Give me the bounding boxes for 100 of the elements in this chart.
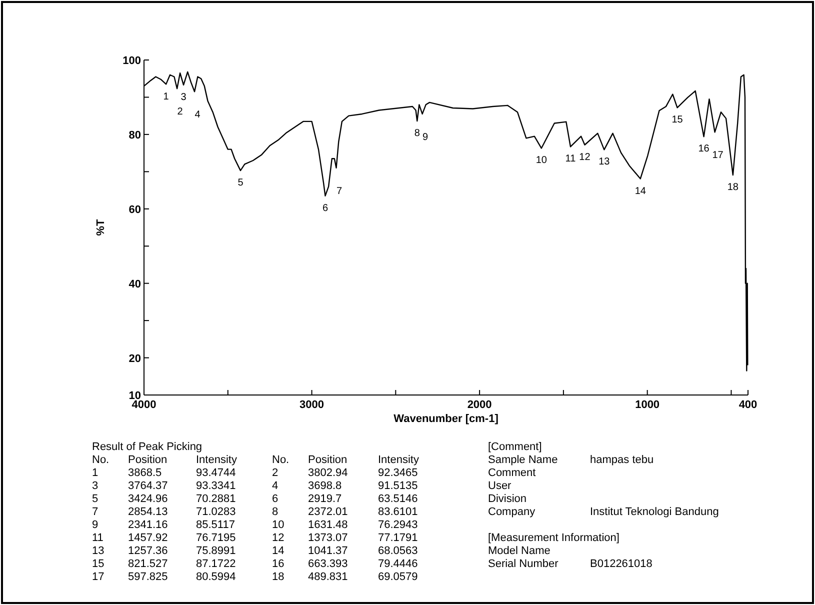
text: Sample Name: [488, 454, 558, 466]
text: 2372.01: [308, 506, 348, 518]
x-tick-label: 4000: [132, 399, 156, 411]
text: 79.4446: [378, 558, 418, 570]
text: 76.7195: [196, 532, 236, 544]
text: 14: [272, 545, 284, 557]
text: Serial Number: [488, 558, 559, 570]
text: 5: [92, 493, 98, 505]
text: 8: [272, 506, 278, 518]
text: 2: [272, 467, 278, 479]
text: 3868.5: [128, 467, 162, 479]
text: 9: [92, 519, 98, 531]
text: Result of Peak Picking: [92, 441, 202, 453]
x-axis-title: Wavenumber [cm-1]: [394, 413, 499, 425]
text: 1631.48: [308, 519, 348, 531]
text: 91.5135: [378, 480, 418, 492]
text: 63.5146: [378, 493, 418, 505]
text: 85.5117: [196, 519, 235, 531]
text: 2919.7: [308, 493, 342, 505]
text: 77.1791: [378, 532, 418, 544]
text: Comment: [488, 467, 536, 479]
text: 76.2943: [378, 519, 418, 531]
x-tick-label: 1000: [635, 399, 660, 411]
text: 92.3465: [378, 467, 418, 479]
text: 17: [92, 571, 104, 583]
annotation: 5: [238, 178, 244, 189]
text: 93.4744: [196, 467, 236, 479]
text: Model Name: [488, 545, 550, 557]
text: No.: [272, 454, 290, 466]
text: 3802.94: [308, 467, 348, 479]
annotation: 7: [336, 186, 342, 197]
annotation: 17: [712, 150, 724, 162]
text: 80.5994: [196, 571, 236, 583]
text: 4: [272, 480, 278, 492]
x-tick-label: 2000: [467, 399, 492, 411]
text: 83.6101: [378, 506, 418, 518]
annotation: 6: [322, 202, 328, 214]
text: Company: [488, 506, 536, 518]
text: 87.1722: [196, 558, 236, 570]
annotation: 3: [180, 92, 187, 103]
text: 489.831: [308, 571, 348, 583]
text: 821.527: [128, 558, 168, 570]
text: User: [488, 480, 512, 492]
x-tick-label: 400: [738, 399, 758, 411]
text: 69.0579: [378, 571, 418, 583]
text: [Measurement Information]: [488, 532, 620, 544]
text: Intensity: [378, 454, 419, 466]
text: 75.8991: [196, 545, 236, 557]
annotation: 15: [672, 114, 684, 126]
text: 71.0283: [196, 506, 236, 518]
annotation: 2: [177, 106, 184, 118]
text: 12: [272, 532, 284, 544]
annotation: 8: [414, 128, 420, 140]
text: 2854.13: [128, 506, 168, 518]
annotation: 13: [598, 156, 610, 168]
text: Institut Teknologi Bandung: [590, 506, 719, 518]
text: 3764.37: [128, 480, 168, 492]
annotation: 4: [194, 110, 201, 121]
x-tick-label: 3000: [300, 399, 324, 411]
text: 1257.36: [128, 545, 168, 557]
annotation: 9: [422, 132, 429, 143]
annotation: 10: [536, 155, 548, 166]
text: 16: [272, 558, 284, 570]
text: 6: [272, 493, 278, 505]
y-tick-label: 40: [128, 278, 141, 290]
annotation: 14: [634, 186, 646, 197]
y-tick-label: 20: [128, 352, 141, 365]
annotation: 12: [579, 152, 591, 163]
text: 1373.07: [308, 532, 348, 544]
y-tick-label: 100: [122, 55, 141, 67]
text: 10: [272, 519, 284, 531]
text: 7: [92, 506, 98, 518]
annotation: 11: [565, 154, 576, 165]
annotation: 1: [163, 91, 170, 102]
y-tick-label: 80: [128, 129, 141, 142]
text: [Comment]: [488, 441, 542, 453]
text: Intensity: [196, 454, 238, 466]
text: 68.0563: [378, 545, 418, 557]
text: 11: [92, 532, 104, 544]
text: Position: [128, 454, 168, 466]
text: 93.3341: [196, 480, 236, 492]
text: 1041.37: [308, 545, 348, 557]
y-axis-title: %T: [95, 218, 107, 236]
text: No.: [92, 454, 110, 466]
text: 663.393: [308, 558, 348, 570]
text: 597.825: [128, 571, 168, 583]
text: 3424.96: [128, 493, 168, 505]
text: 3: [92, 480, 98, 492]
annotation: 18: [727, 182, 739, 194]
text: 18: [272, 571, 284, 583]
text: 70.2881: [196, 493, 236, 505]
text: 3698.8: [308, 480, 342, 492]
y-tick-label: 60: [128, 204, 141, 216]
text: Position: [308, 454, 348, 466]
text: 1: [92, 467, 98, 479]
annotation: 16: [698, 144, 710, 155]
text: 13: [92, 545, 104, 557]
text: Division: [488, 493, 527, 505]
text: 2341.16: [128, 519, 168, 531]
text: B012261018: [590, 558, 652, 570]
